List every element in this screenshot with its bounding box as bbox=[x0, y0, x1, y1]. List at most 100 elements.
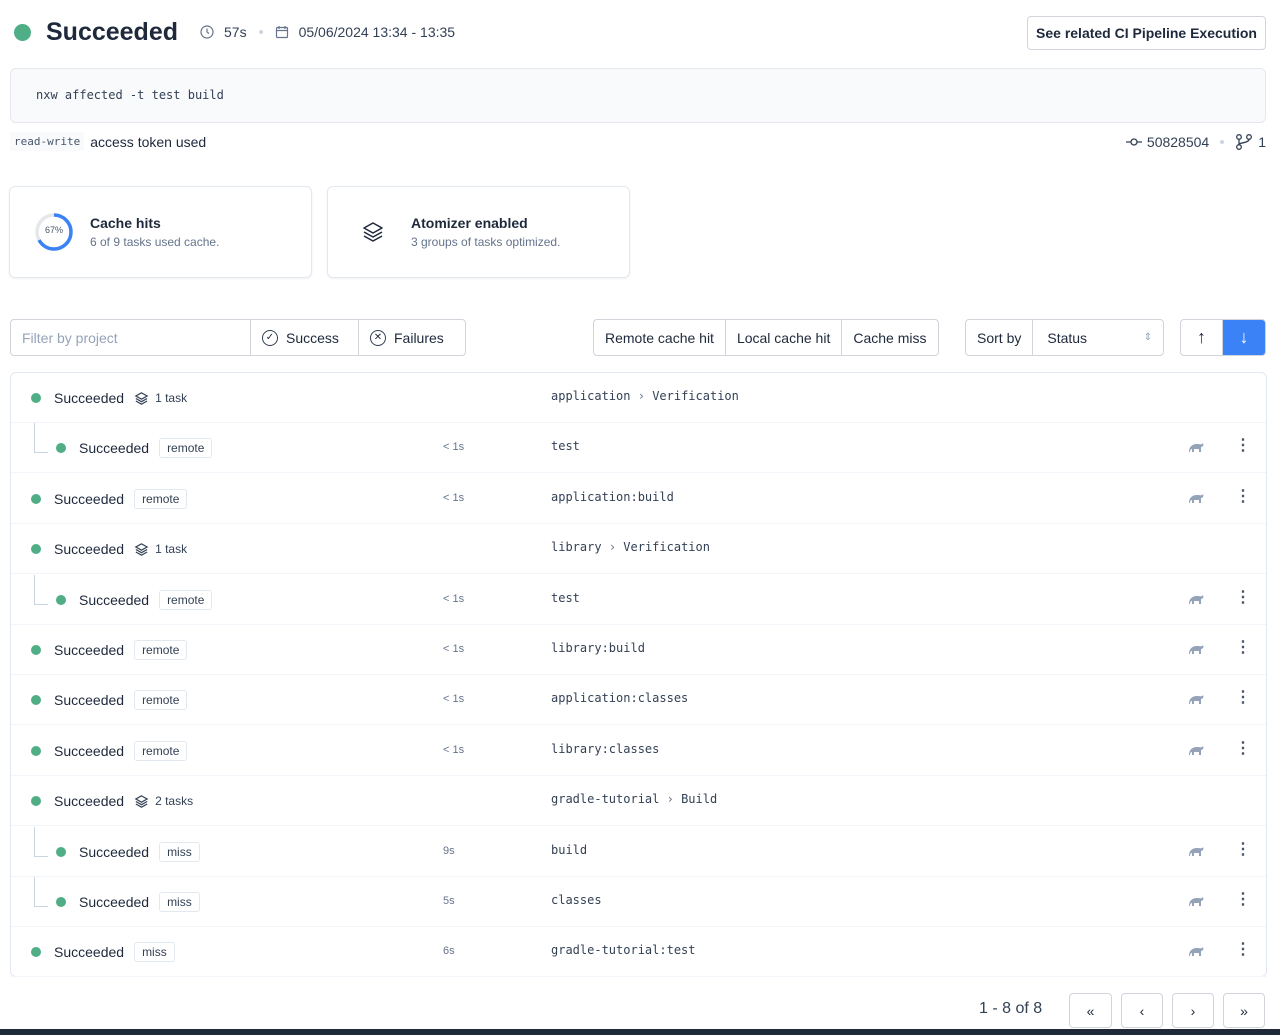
target-name: Verification bbox=[652, 389, 739, 403]
table-row[interactable]: Succeeded remote < 1s application:classes ⋮ bbox=[11, 675, 1266, 726]
task-duration: < 1s bbox=[443, 441, 465, 454]
layers-icon bbox=[134, 391, 149, 405]
commit-sha[interactable]: 50828504 bbox=[1146, 134, 1210, 150]
task-name[interactable]: application:classes bbox=[551, 691, 689, 706]
table-row[interactable]: Succeeded remote < 1s library:build ⋮ bbox=[11, 625, 1266, 675]
task-name[interactable]: test bbox=[551, 439, 580, 454]
more-options-icon[interactable]: ⋮ bbox=[1235, 840, 1251, 858]
more-options-icon[interactable]: ⋮ bbox=[1235, 487, 1251, 505]
status-dot bbox=[31, 645, 41, 655]
failures-filter-button[interactable]: ✕ Failures bbox=[359, 320, 465, 355]
previous-page-button[interactable]: ‹ bbox=[1121, 993, 1163, 1028]
first-page-button[interactable]: « bbox=[1069, 993, 1112, 1028]
page-title: Succeeded bbox=[46, 17, 179, 46]
chevron-up-down-icon: ⇕ bbox=[1143, 332, 1152, 343]
status-label: Succeeded bbox=[54, 490, 125, 507]
task-group-row[interactable]: Succeeded 1 task application › Verificatio… bbox=[11, 373, 1266, 423]
cache-badge: miss bbox=[159, 892, 200, 912]
status-dot bbox=[56, 897, 66, 907]
status-dot bbox=[56, 846, 66, 857]
table-row[interactable]: Succeeded remote < 1s library:classes ⋮ bbox=[11, 726, 1266, 776]
command: nxw affected -t test build bbox=[10, 68, 1266, 123]
more-options-icon[interactable]: ⋮ bbox=[1235, 639, 1251, 656]
group-path: library › Verification bbox=[551, 540, 710, 555]
table-row[interactable]: Succeeded remote < 1s application:build ⋮ bbox=[11, 474, 1266, 524]
status-label: Succeeded bbox=[79, 894, 150, 910]
tree-connector bbox=[34, 826, 48, 857]
table-row[interactable]: Succeeded miss 5s classes ⋮ bbox=[11, 877, 1266, 927]
task-duration: 5s bbox=[443, 895, 455, 907]
task-duration: 9s bbox=[443, 844, 455, 857]
more-options-icon[interactable]: ⋮ bbox=[1235, 891, 1251, 908]
remote-cache-filter[interactable]: Remote cache hit bbox=[594, 320, 726, 355]
status-filter-group: Filter by project ✓ Success ✕ Failures bbox=[10, 319, 466, 356]
more-options-icon[interactable]: ⋮ bbox=[1235, 588, 1251, 606]
task-name[interactable]: classes bbox=[551, 893, 602, 907]
project-name[interactable]: library bbox=[551, 540, 602, 555]
task-group-row[interactable]: Succeeded 2 tasks gradle-tutorial › Build bbox=[11, 776, 1266, 827]
status-dot bbox=[31, 796, 41, 807]
status-label: Succeeded bbox=[54, 944, 125, 961]
sort-descending-button[interactable]: ↓ bbox=[1223, 320, 1265, 355]
token-text: access token used bbox=[90, 133, 207, 150]
success-filter-button[interactable]: ✓ Success bbox=[251, 320, 359, 355]
cache-miss-filter[interactable]: Cache miss bbox=[853, 329, 927, 346]
gradle-icon bbox=[1187, 743, 1205, 760]
related-ci-button[interactable]: See related CI Pipeline Execution bbox=[1027, 16, 1266, 50]
branch-count: 1 bbox=[1258, 134, 1266, 150]
gradle-icon bbox=[1187, 894, 1205, 911]
layers-icon bbox=[134, 542, 149, 556]
status-label: Succeeded bbox=[54, 793, 125, 810]
task-group-row[interactable]: Succeeded 1 task library › Verification bbox=[11, 524, 1266, 575]
more-options-icon[interactable]: ⋮ bbox=[1235, 689, 1251, 707]
task-name[interactable]: library:build bbox=[551, 641, 645, 655]
cache-badge: remote bbox=[134, 488, 188, 509]
status-dot bbox=[31, 544, 41, 555]
status-label: Succeeded bbox=[54, 541, 125, 558]
sort-ascending-button[interactable]: ↑ bbox=[1181, 320, 1223, 355]
card-subtitle: 3 groups of tasks optimized. bbox=[411, 235, 561, 249]
table-row[interactable]: Succeeded miss 9s build ⋮ bbox=[11, 826, 1266, 877]
status-dot bbox=[56, 443, 66, 454]
task-name[interactable]: test bbox=[551, 590, 580, 605]
task-name[interactable]: library:classes bbox=[551, 741, 660, 756]
task-name[interactable]: build bbox=[551, 842, 588, 857]
gradle-icon bbox=[1187, 440, 1205, 457]
last-page-button[interactable]: » bbox=[1223, 993, 1265, 1028]
group-path: gradle-tutorial › Build bbox=[551, 792, 718, 807]
layers-icon bbox=[363, 222, 383, 242]
task-duration: < 1s bbox=[443, 643, 465, 655]
task-name[interactable]: application:build bbox=[551, 489, 674, 504]
task-duration: < 1s bbox=[443, 592, 465, 605]
table-row[interactable]: Succeeded remote < 1s test ⋮ bbox=[11, 574, 1266, 625]
more-options-icon[interactable]: ⋮ bbox=[1235, 437, 1251, 455]
status-label: Succeeded bbox=[54, 390, 125, 406]
status-label: Succeeded bbox=[79, 591, 150, 608]
task-duration: < 1s bbox=[443, 743, 465, 756]
duration: 57s bbox=[224, 24, 247, 40]
status-label: Succeeded bbox=[54, 642, 125, 658]
sort-direction-group: ↑ ↓ bbox=[1180, 319, 1266, 356]
sort-select[interactable]: Sort by Status ⇕ bbox=[965, 319, 1164, 356]
project-filter-input[interactable]: Filter by project bbox=[11, 320, 251, 355]
project-name[interactable]: gradle-tutorial bbox=[551, 792, 660, 807]
tree-connector bbox=[34, 423, 48, 454]
task-duration: 6s bbox=[443, 945, 455, 958]
task-table: Succeeded 1 task application › Verificatio… bbox=[10, 372, 1267, 978]
more-options-icon[interactable]: ⋮ bbox=[1235, 941, 1251, 959]
cache-badge: remote bbox=[134, 690, 188, 711]
local-cache-filter[interactable]: Local cache hit bbox=[726, 320, 843, 355]
calendar-icon bbox=[275, 26, 288, 39]
gradle-icon bbox=[1187, 944, 1205, 961]
task-name[interactable]: gradle-tutorial:test bbox=[551, 943, 696, 958]
gradle-icon bbox=[1187, 592, 1205, 609]
cache-progress-ring: 67% bbox=[34, 212, 74, 252]
project-name[interactable]: application bbox=[551, 389, 631, 403]
next-page-button[interactable]: › bbox=[1172, 993, 1214, 1028]
cache-badge: remote bbox=[134, 740, 188, 761]
table-row[interactable]: Succeeded miss 6s gradle-tutorial:test ⋮ bbox=[11, 927, 1266, 978]
task-count: 1 task bbox=[155, 391, 188, 405]
more-options-icon[interactable]: ⋮ bbox=[1235, 739, 1251, 757]
atomizer-card: Atomizer enabled 3 groups of tasks optimi… bbox=[327, 186, 630, 278]
table-row[interactable]: Succeeded remote < 1s test ⋮ bbox=[11, 423, 1266, 474]
